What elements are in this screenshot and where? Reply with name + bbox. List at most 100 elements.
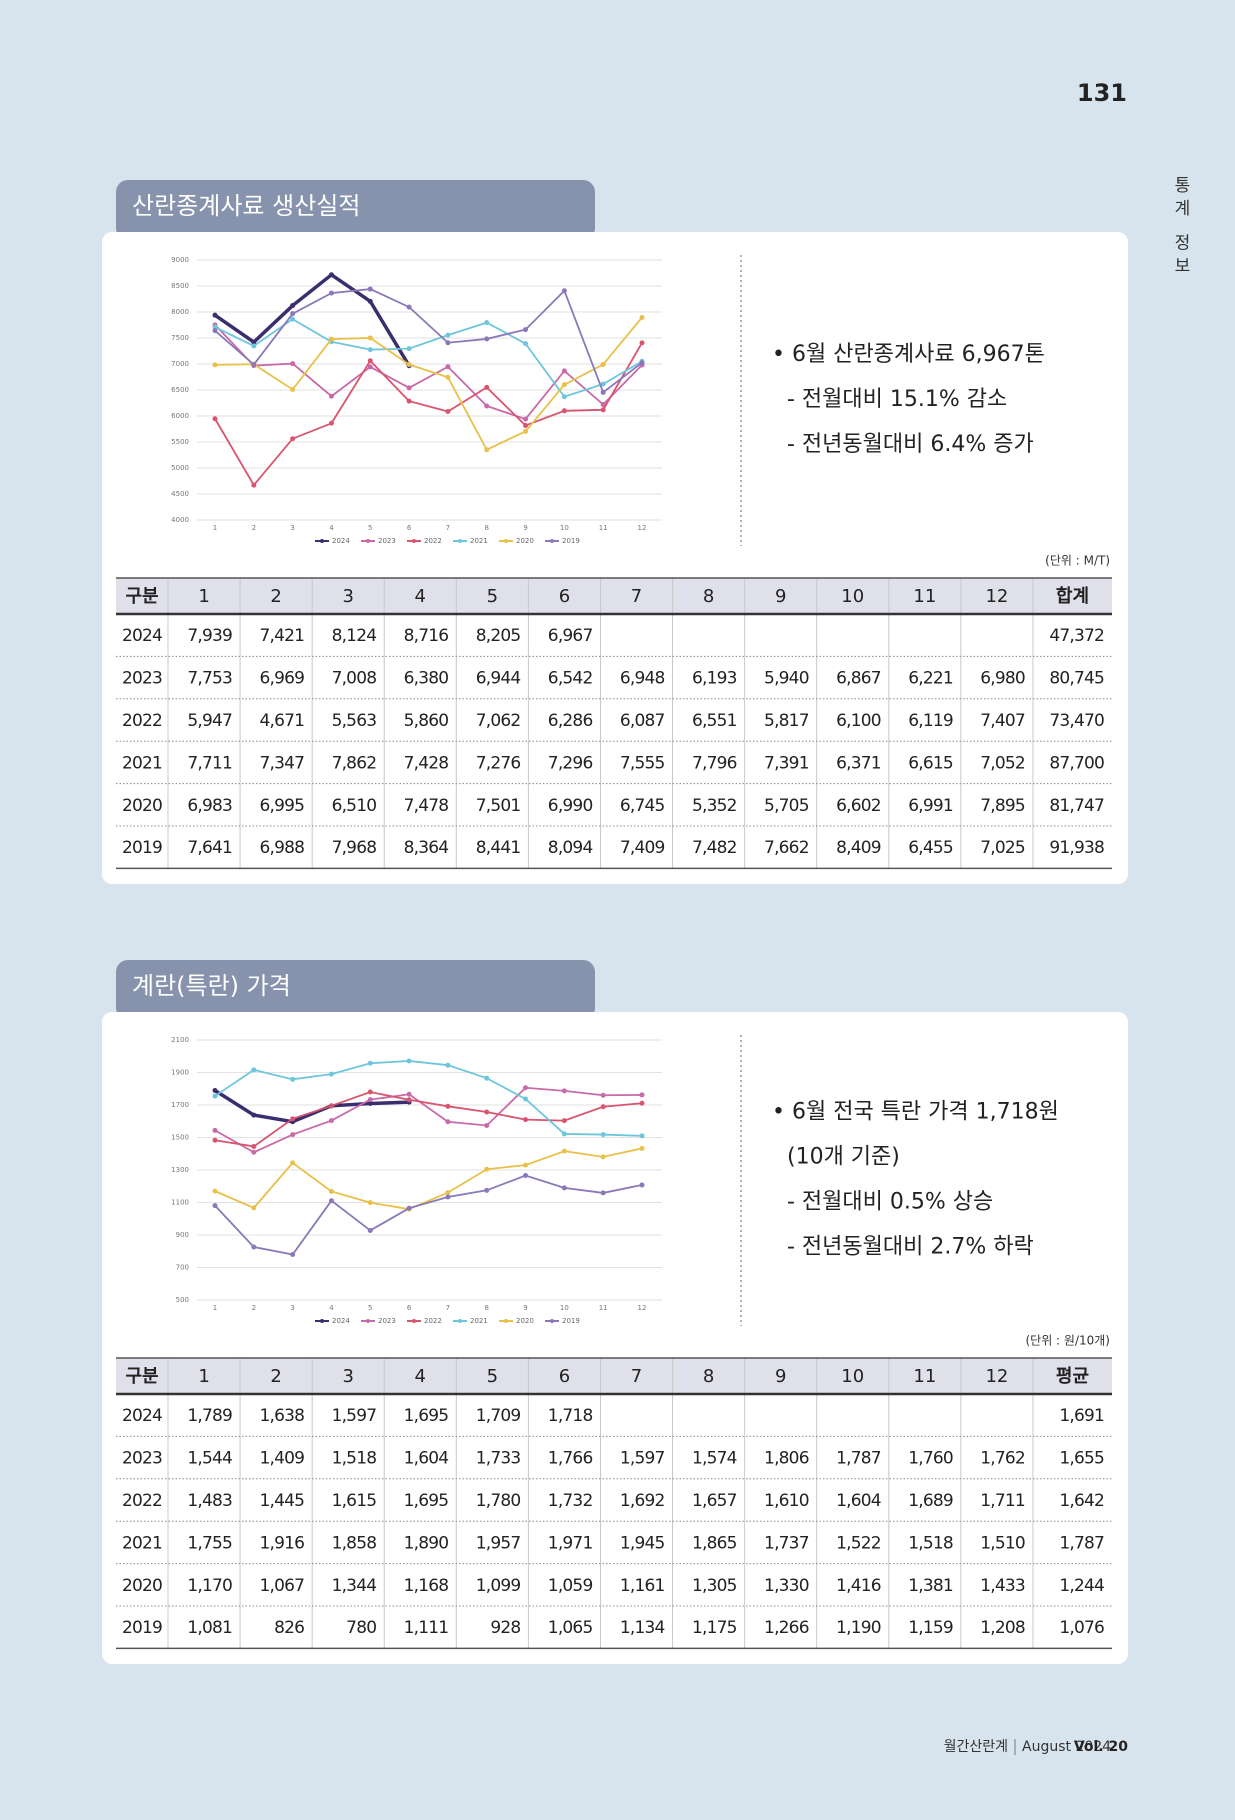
point: [561, 1131, 567, 1137]
point: [290, 1116, 296, 1122]
point: [484, 384, 490, 390]
card: [102, 232, 1128, 884]
x-tick-label: 2: [252, 1304, 256, 1312]
y-tick-label: 500: [176, 1296, 189, 1304]
x-tick-label: 12: [638, 1304, 647, 1312]
legend-label: 2022: [424, 1317, 442, 1325]
section-title: 산란종계사료 생산실적: [132, 192, 360, 220]
cell: 7,796: [692, 753, 737, 773]
point: [484, 403, 490, 409]
cell: 2022: [122, 1491, 162, 1511]
cell: 7,482: [692, 838, 737, 858]
cell: 1,208: [980, 1618, 1025, 1638]
cell: 7,025: [980, 838, 1025, 858]
point: [290, 361, 296, 367]
point: [600, 381, 606, 387]
legend-label: 2019: [562, 1317, 580, 1325]
cell: 1,945: [620, 1533, 665, 1553]
cell: 1,709: [476, 1406, 521, 1426]
y-tick-label: 900: [176, 1231, 189, 1239]
point: [328, 336, 334, 342]
point: [600, 361, 606, 367]
point: [600, 1190, 606, 1196]
legend-label: 2020: [516, 1317, 534, 1325]
y-tick-label: 5000: [171, 464, 189, 472]
x-tick-label: 11: [599, 524, 608, 532]
point: [212, 324, 218, 330]
y-tick-label: 700: [176, 1264, 189, 1272]
point: [251, 1112, 257, 1118]
cell: 2023: [122, 1449, 162, 1469]
y-tick-label: 1700: [171, 1101, 189, 1109]
header-cell: 10: [841, 1366, 864, 1387]
x-tick-label: 8: [484, 524, 488, 532]
point: [639, 1145, 645, 1151]
point: [484, 1122, 490, 1128]
header-cell: 9: [775, 586, 786, 607]
header-cell: 5: [487, 1366, 498, 1387]
point: [523, 1096, 529, 1102]
cell: 6,087: [620, 711, 665, 731]
cell: 1,762: [980, 1449, 1025, 1469]
legend-label: 2021: [470, 1317, 488, 1325]
x-tick-label: 10: [560, 1304, 569, 1312]
point: [251, 482, 257, 488]
y-tick-label: 8000: [171, 308, 189, 316]
legend-dot: [550, 1319, 554, 1323]
header-cell: 8: [703, 586, 714, 607]
point: [600, 1104, 606, 1110]
cell: 1,244: [1059, 1576, 1104, 1596]
x-tick-label: 3: [290, 1304, 294, 1312]
point: [600, 389, 606, 395]
point: [445, 1190, 451, 1196]
cell: 7,409: [620, 838, 665, 858]
point: [484, 1187, 490, 1193]
point: [367, 1101, 373, 1107]
point: [406, 398, 412, 404]
cell: 1,510: [980, 1533, 1025, 1553]
point: [639, 1092, 645, 1098]
legend-label: 2024: [332, 537, 350, 545]
point: [406, 1097, 412, 1103]
point: [600, 1154, 606, 1160]
y-tick-label: 6500: [171, 386, 189, 394]
cell: 6,990: [548, 796, 593, 816]
cell: 5,860: [404, 711, 449, 731]
section-tab: [116, 180, 595, 240]
footer-issue: August 2024: [1022, 1739, 1111, 1755]
cell: 73,470: [1049, 711, 1104, 731]
point: [639, 314, 645, 320]
cell: 7,296: [548, 753, 593, 773]
point: [445, 340, 451, 346]
cell: 7,478: [404, 796, 449, 816]
cell: 6,995: [259, 796, 304, 816]
header-cell: 2: [270, 586, 281, 607]
header-cell: 3: [342, 586, 353, 607]
cell: 6,944: [476, 669, 521, 689]
cell: 6,745: [620, 796, 665, 816]
cell: 7,391: [764, 753, 809, 773]
cell: 6,983: [187, 796, 232, 816]
cell: 1,638: [259, 1406, 304, 1426]
point: [290, 1252, 296, 1257]
cell: 1,971: [548, 1533, 593, 1553]
cell: 1,642: [1059, 1491, 1104, 1511]
cell: 2023: [122, 669, 162, 689]
point: [445, 364, 451, 370]
cell: 1,175: [692, 1618, 737, 1638]
cell: 7,062: [476, 711, 521, 731]
cell: 826: [274, 1618, 304, 1638]
cell: 6,969: [259, 669, 304, 689]
cell: 1,344: [332, 1576, 377, 1596]
point: [523, 1173, 529, 1179]
header-cell: 12: [985, 1366, 1008, 1387]
cell: 8,205: [476, 626, 521, 646]
cell: 6,455: [908, 838, 953, 858]
cell: 6,380: [404, 669, 449, 689]
cell: 5,947: [187, 711, 232, 731]
point: [445, 1103, 451, 1109]
cell: 1,766: [548, 1449, 593, 1469]
series-line: [214, 1086, 643, 1154]
legend-label: 2022: [424, 537, 442, 545]
